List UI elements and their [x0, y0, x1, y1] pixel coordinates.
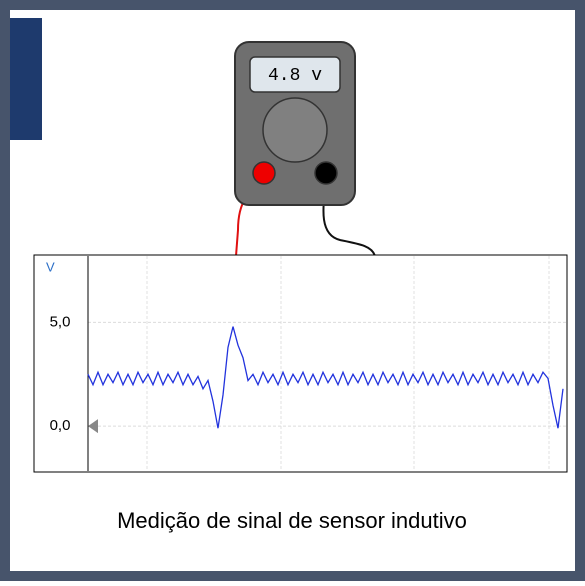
- meter-dial: [263, 98, 327, 162]
- page: 4.8 v 0,0 5,0 V Medição de sinal de sensor…: [0, 0, 585, 586]
- y-tick-label: 5,0: [50, 313, 71, 330]
- caption: Medição de sinal de sensor indutivo: [117, 508, 467, 533]
- black-terminal: [315, 162, 337, 184]
- diagram: 4.8 v 0,0 5,0 V Medição de sinal de sensor…: [0, 0, 585, 581]
- y-axis-label: V: [46, 259, 55, 274]
- scope: [34, 255, 567, 472]
- y-tick-label: 0,0: [50, 417, 71, 434]
- red-terminal: [253, 162, 275, 184]
- meter-reading: 4.8 v: [268, 66, 322, 86]
- accent-bar: [10, 18, 42, 140]
